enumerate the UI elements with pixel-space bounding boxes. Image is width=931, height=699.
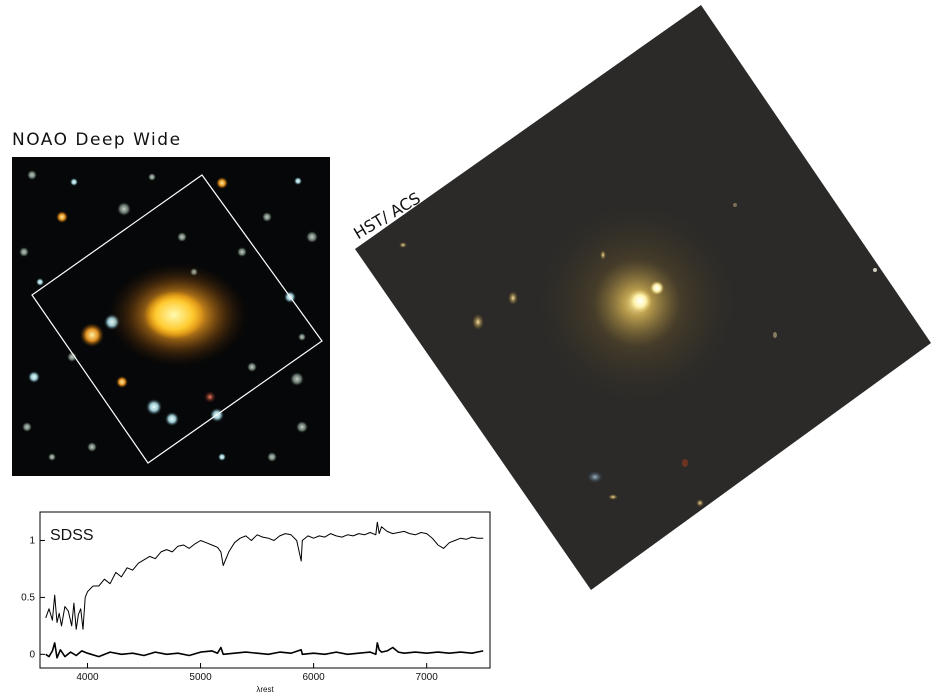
x-axis-label: λrest (256, 685, 274, 694)
y-tick-label: 0 (29, 649, 35, 660)
plot-frame (39, 511, 491, 669)
hst-image-panel (355, 5, 931, 590)
noao-panel-label: NOAO Deep Wide (12, 130, 182, 150)
sdss-spectrum-chart: SDSS 4000 5000 6000 7000 0 0.5 1 λrest (10, 500, 500, 694)
spectrum-error-line (45, 642, 484, 659)
hst-galaxy-image (355, 5, 931, 590)
y-tick-label: 1 (29, 535, 35, 546)
x-tick-label: 7000 (416, 672, 439, 683)
chart-title: SDSS (50, 527, 94, 544)
sdss-spectrum-svg: SDSS 4000 5000 6000 7000 0 0.5 1 λrest (21, 511, 491, 694)
y-tick-label: 0.5 (21, 592, 35, 603)
x-tick-label: 6000 (302, 672, 325, 683)
noao-image-panel (12, 157, 330, 476)
x-tick-label: 5000 (189, 672, 212, 683)
x-tick-label: 4000 (76, 672, 99, 683)
noao-galaxy-image (12, 157, 330, 476)
spectrum-flux-line (45, 521, 484, 630)
